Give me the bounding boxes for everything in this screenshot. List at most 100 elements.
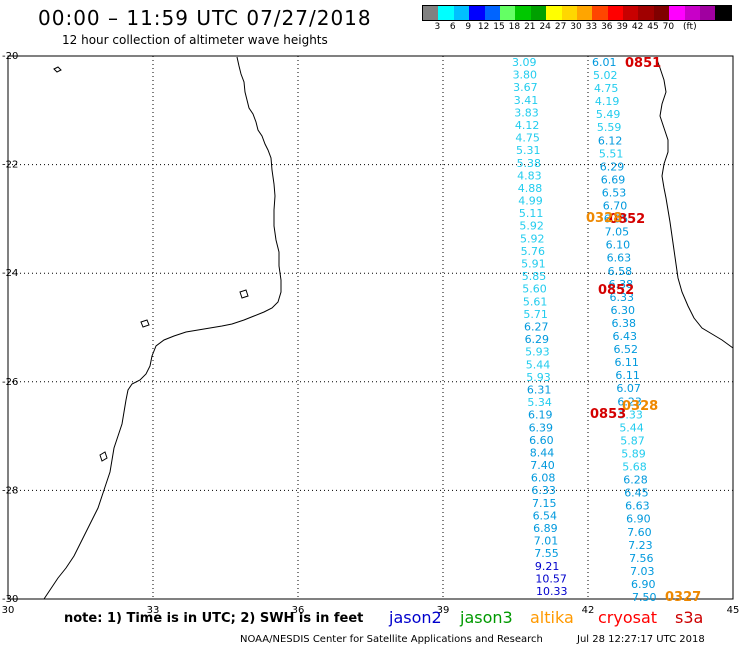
wave-height-value: 6.38 (609, 278, 634, 291)
wave-height-value: 6.69 (601, 173, 626, 186)
colorbar-label: 42 (631, 22, 644, 32)
wave-height-value: 5.60 (522, 283, 547, 296)
wave-height-value: 6.58 (608, 265, 633, 278)
colorbar-label: 33 (585, 22, 598, 32)
longitude-tick-label: 30 (2, 605, 15, 616)
wave-height-value: 10.33 (536, 585, 568, 598)
wave-height-values: 3.093.803.673.413.834.124.755.315.384.83… (512, 56, 657, 604)
colorbar-swatch (499, 6, 516, 20)
wave-height-value: 3.83 (514, 106, 539, 119)
wave-height-value: 10.57 (535, 572, 567, 585)
wave-height-value: 5.44 (619, 421, 644, 434)
island-b (140, 319, 150, 328)
wave-height-value: 6.95 (604, 213, 629, 226)
latitude-tick-label: -22 (2, 160, 18, 171)
colorbar-swatch (484, 6, 500, 20)
colorbar-swatch (453, 6, 470, 20)
longitude-tick-label: 45 (727, 605, 740, 616)
colorbar-swatch (607, 6, 624, 20)
wave-height-value: 5.89 (621, 447, 646, 460)
map-subtitle: 12 hour collection of altimeter wave hei… (62, 33, 328, 47)
wave-height-value: 5.92 (520, 232, 545, 245)
wave-height-value: 6.90 (626, 513, 651, 526)
colorbar-swatch (515, 6, 531, 20)
latitude-tick-label: -28 (2, 485, 18, 496)
wave-height-value: 6.60 (529, 434, 554, 447)
wave-height-value: 5.33 (618, 408, 643, 421)
wave-height-value: 6.27 (524, 321, 549, 334)
wave-height-value: 7.56 (629, 552, 654, 565)
colorbar-label: 12 (477, 22, 490, 32)
wave-height-value: 6.08 (531, 472, 556, 485)
wave-height-value: 6.29 (600, 160, 625, 173)
colorbar-swatch (561, 6, 577, 20)
colorbar-swatch (653, 6, 670, 20)
wave-height-value: 5.91 (521, 258, 546, 271)
latitude-tick-label: -26 (2, 377, 18, 388)
madagascar-coastline (655, 56, 734, 349)
island-a (53, 66, 62, 73)
wave-height-value: 5.49 (596, 108, 621, 121)
wave-height-value: 6.12 (598, 134, 623, 147)
wave-height-value: 6.11 (614, 356, 639, 369)
legend-jason3: jason3 (460, 608, 513, 627)
footer-note: note: 1) Time is in UTC; 2) SWH is in fe… (64, 611, 364, 626)
wave-height-value: 5.87 (620, 434, 645, 447)
latitude-tick-label: -24 (2, 268, 18, 279)
wave-height-value: 4.83 (517, 169, 542, 182)
colorbar-label: 30 (570, 22, 582, 32)
map-frame (7, 55, 734, 600)
island-d (239, 289, 249, 299)
wave-height-value: 4.88 (518, 182, 543, 195)
wave-height-value: 7.15 (532, 497, 557, 510)
wave-height-value: 5.93 (525, 346, 550, 359)
colorbar-label: 3 (434, 22, 441, 32)
colorbar-swatch (638, 6, 654, 20)
colorbar-label: 9 (465, 22, 472, 32)
wave-height-value: 5.02 (593, 69, 618, 82)
wave-height-value: 6.53 (602, 186, 627, 199)
longitude-tick-label: 39 (437, 605, 450, 616)
wave-height-value: 7.01 (534, 535, 559, 548)
wave-height-value: 4.75 (594, 82, 619, 95)
colorbar-label: 36 (601, 22, 613, 32)
wave-height-value: 5.71 (523, 308, 548, 321)
wave-height-value: 7.23 (628, 539, 653, 552)
wave-height-value: 6.54 (533, 509, 558, 522)
colorbar-label: (ft) (683, 22, 697, 32)
legend-jason2: jason2 (389, 608, 442, 627)
pass-time-label: 0853 (590, 407, 626, 422)
wave-height-value: 6.10 (606, 239, 631, 252)
wave-height-value: 5.68 (622, 461, 647, 474)
wave-height-colorbar (422, 5, 732, 21)
wave-height-value: 5.92 (519, 220, 544, 233)
wave-height-value: 3.09 (512, 56, 537, 69)
african-coastline (43, 56, 282, 600)
pass-time-label: 0328 (586, 211, 622, 226)
wave-height-value: 5.93 (526, 371, 551, 384)
wave-height-value: 6.11 (615, 369, 640, 382)
wave-height-value: 5.31 (516, 144, 541, 157)
colorbar-swatch (438, 6, 454, 20)
wave-height-value: 8.44 (530, 446, 555, 459)
wave-height-value: 5.44 (526, 358, 551, 371)
colorbar-label: 27 (554, 22, 567, 32)
wave-height-value: 6.70 (603, 200, 628, 213)
wave-height-value: 6.38 (612, 317, 637, 330)
legend-altika: altika (530, 608, 574, 627)
wave-height-value: 7.60 (627, 526, 652, 539)
wave-height-value: 7.50 (632, 591, 657, 604)
wave-height-value: 6.19 (528, 409, 553, 422)
island-c (99, 451, 108, 462)
pass-time-label: 0328 (622, 399, 658, 414)
legend-s3a: s3a (675, 608, 704, 627)
wave-height-value: 6.89 (533, 522, 558, 535)
wave-height-value: 7.03 (630, 565, 655, 578)
colorbar-swatch (669, 6, 685, 20)
wave-height-value: 3.67 (513, 81, 538, 94)
wave-height-value: 6.33 (531, 484, 556, 497)
colorbar-label: 21 (524, 22, 536, 32)
